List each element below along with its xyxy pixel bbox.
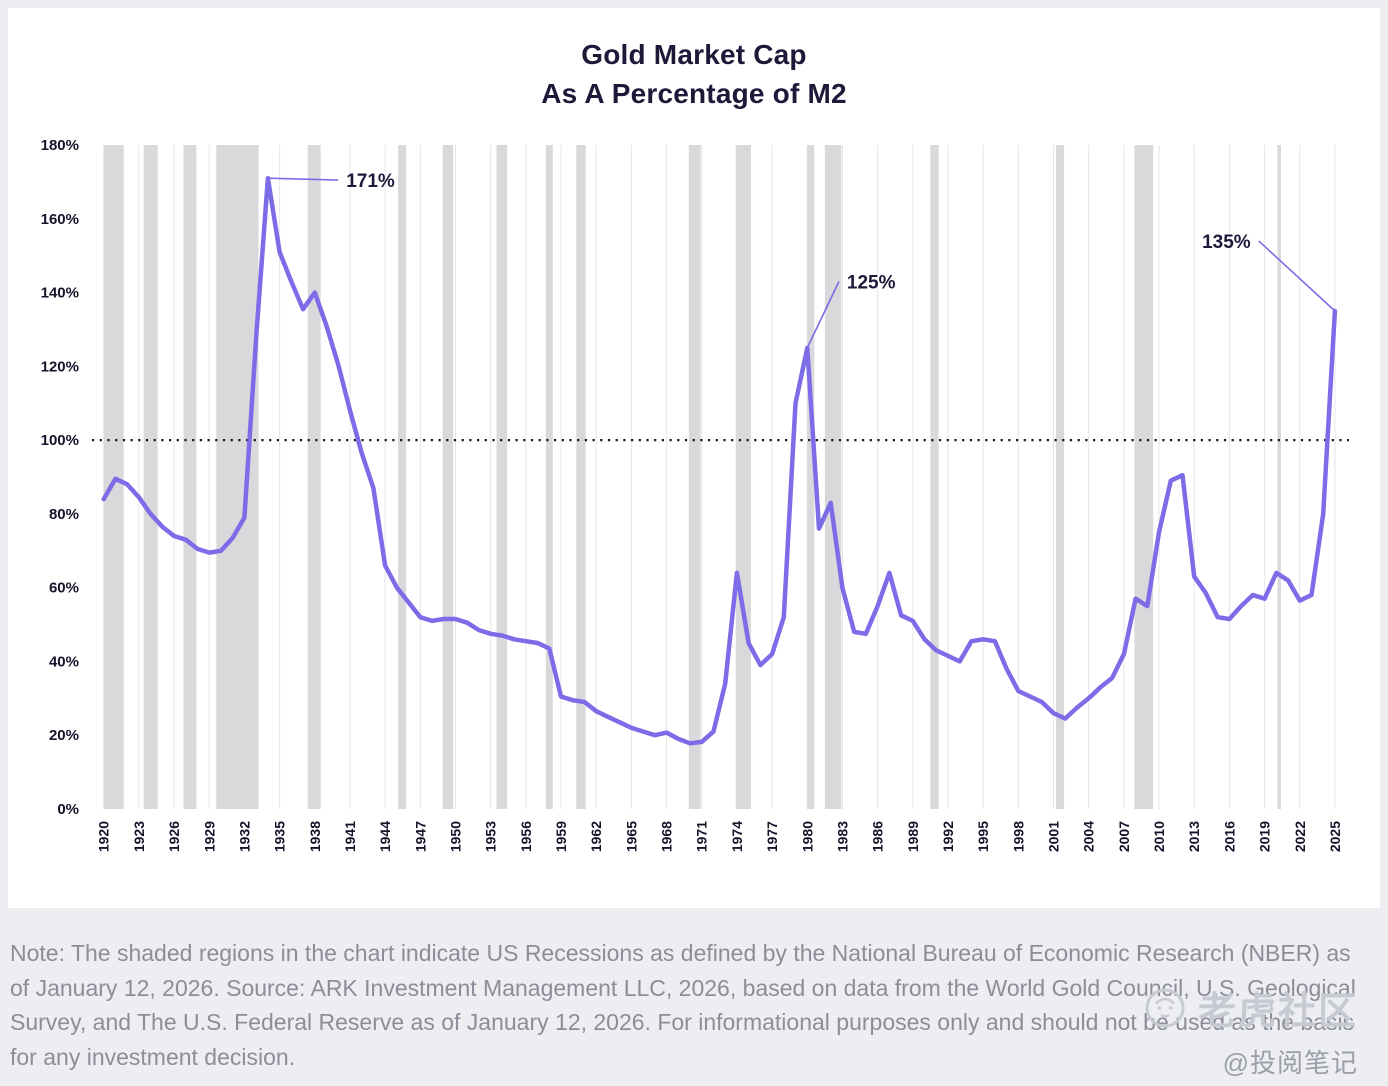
x-tick-label: 2007 [1116, 821, 1132, 852]
recession-band [442, 145, 454, 810]
x-tick-label: 2022 [1292, 821, 1308, 852]
recession-band [1134, 145, 1154, 810]
recession-band [824, 145, 842, 810]
x-tick-label: 1995 [975, 821, 991, 852]
y-tick-label: 180% [41, 137, 79, 154]
x-tick-label: 1923 [131, 821, 147, 852]
chart-card: Gold Market Cap As A Percentage of M2 17… [8, 8, 1380, 908]
x-tick-label: 2013 [1186, 821, 1202, 852]
annotation-label: 125% [847, 273, 896, 294]
x-tick-label: 1920 [96, 821, 112, 852]
recession-band [688, 145, 701, 810]
annotation-label: 171% [346, 171, 395, 192]
y-tick-label: 120% [41, 359, 79, 376]
x-tick-label: 1926 [166, 821, 182, 852]
footnote-text: Note: The shaded regions in the chart in… [10, 940, 1356, 1071]
x-tick-label: 1998 [1010, 821, 1026, 852]
chart-title-line2: As A Percentage of M2 [541, 77, 847, 109]
x-tick-label: 1953 [483, 821, 499, 852]
recession-band [545, 145, 553, 810]
x-tick-label: 1968 [659, 821, 675, 852]
x-tick-label: 1977 [764, 821, 780, 852]
x-tick-label: 1974 [729, 821, 745, 852]
y-tick-label: 100% [41, 432, 79, 449]
chart-title: Gold Market Cap As A Percentage of M2 [8, 36, 1380, 113]
x-tick-label: 1992 [940, 821, 956, 852]
x-tick-label: 1956 [518, 821, 534, 852]
x-tick-label: 1944 [377, 821, 393, 852]
recession-band [307, 145, 321, 810]
recession-band [1277, 145, 1281, 810]
recession-band [216, 145, 259, 810]
x-tick-label: 1932 [236, 821, 252, 852]
x-tick-label: 2025 [1327, 821, 1343, 852]
y-tick-label: 160% [41, 211, 79, 228]
y-tick-label: 0% [57, 801, 79, 818]
x-tick-label: 1983 [834, 821, 850, 852]
y-tick-label: 60% [49, 580, 79, 597]
recession-band [398, 145, 407, 810]
x-tick-label: 2010 [1151, 821, 1167, 852]
recession-band [930, 145, 939, 810]
x-tick-label: 1941 [342, 821, 358, 852]
watermark-brand-text: 老虎社区 [1197, 991, 1358, 1033]
x-tick-label: 1938 [307, 821, 323, 852]
x-tick-label: 2019 [1257, 821, 1273, 852]
x-tick-label: 2001 [1046, 821, 1062, 852]
y-tick-label: 80% [49, 506, 79, 523]
watermark: 老虎社区 @投阅笔记 [1144, 980, 1358, 1080]
recession-band [735, 145, 751, 810]
x-tick-label: 1980 [799, 821, 815, 852]
x-tick-label: 1935 [272, 821, 288, 852]
recession-band [576, 145, 586, 810]
y-tick-label: 140% [41, 285, 79, 302]
watermark-brand: 老虎社区 [1144, 980, 1358, 1035]
recession-band [103, 145, 124, 810]
gold-m2-line-chart: 171% 125% 135% 0% 20% 40% 60% 80% 100% 120% 140% 16… [41, 137, 1349, 852]
recession-band [1055, 145, 1065, 810]
annotation-connector [806, 281, 840, 349]
watermark-handle: @投阅笔记 [1222, 1048, 1358, 1078]
x-tick-label: 1986 [870, 821, 886, 852]
x-tick-label: 1929 [201, 821, 217, 852]
x-tick-label: 1962 [588, 821, 604, 852]
annotation-connector [1258, 240, 1336, 312]
y-tick-label: 20% [49, 727, 79, 744]
series-line [101, 176, 1338, 746]
recession-band [807, 145, 815, 810]
annotation-connector [267, 177, 339, 182]
recession-band [183, 145, 197, 810]
x-tick-label: 2016 [1221, 821, 1237, 852]
x-tick-label: 1965 [623, 821, 639, 852]
recession-band [496, 145, 508, 810]
tiger-logo-icon [1144, 987, 1186, 1029]
x-tick-label: 1947 [412, 821, 428, 852]
y-tick-label: 40% [49, 654, 79, 671]
recession-band [143, 145, 158, 810]
x-tick-label: 1950 [447, 821, 463, 852]
x-tick-label: 1959 [553, 821, 569, 852]
chart-title-line1: Gold Market Cap [581, 39, 807, 70]
x-tick-label: 2004 [1081, 821, 1097, 852]
x-tick-label: 1971 [694, 821, 710, 852]
x-tick-label: 1989 [905, 821, 921, 852]
annotation-label: 135% [1202, 232, 1251, 253]
